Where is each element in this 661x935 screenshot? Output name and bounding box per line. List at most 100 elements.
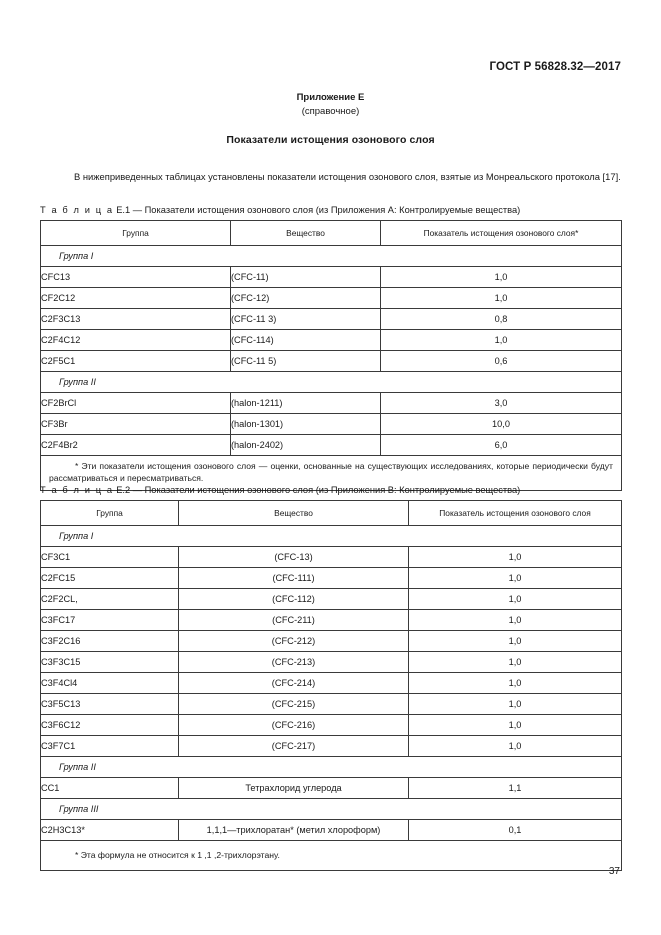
table-e2-caption-label: Т а б л и ц а — [40, 485, 114, 495]
cell-substance: (CFC-12) — [230, 287, 381, 309]
group-header-row: Группа I — [40, 245, 622, 267]
table-e2-caption: Т а б л и ц а Е.2 — Показатели истощения… — [40, 484, 621, 496]
cell-substance: (halon-1301) — [230, 413, 381, 435]
cell-substance: (CFC-211) — [178, 609, 409, 631]
cell-formula: C2H3C13* — [40, 819, 179, 841]
cell-substance: (CFC-213) — [178, 651, 409, 673]
annex-heading: Приложение Е (справочное) — [0, 91, 661, 119]
cell-formula: C3F7C1 — [40, 735, 179, 757]
cell-formula: C3F4Cl4 — [40, 672, 179, 694]
footnote-row: * Эти показатели истощения озонового сло… — [40, 455, 622, 491]
cell-odp: 1,0 — [408, 693, 622, 715]
cell-odp: 1,0 — [408, 567, 622, 589]
table-row: C3F4Cl4 (CFC-214) 1,0 — [40, 672, 622, 694]
table-e2: Группа Вещество Показатель истощения озо… — [40, 500, 622, 871]
table-row: C3F7C1 (CFC-217) 1,0 — [40, 735, 622, 757]
table-e1-col-odp: Показатель истощения озонового слоя* — [380, 220, 622, 246]
table-e1-caption-label: Т а б л и ц а — [40, 205, 114, 215]
page-title: Показатели истощения озонового слоя — [226, 134, 435, 146]
cell-substance: (CFC-11) — [230, 266, 381, 288]
cell-substance: (CFC-214) — [178, 672, 409, 694]
table-e2-col-substance: Вещество — [178, 500, 409, 526]
table-row: C3F5C13 (CFC-215) 1,0 — [40, 693, 622, 715]
table-e1-col-group: Группа — [40, 220, 231, 246]
cell-formula: C2F4Br2 — [40, 434, 231, 456]
table-row: C2F5C1 (CFC-11 5) 0,6 — [40, 350, 622, 372]
cell-formula: CFC13 — [40, 266, 231, 288]
cell-formula: CF3C1 — [40, 546, 179, 568]
group-label: Группа I — [40, 245, 622, 267]
standard-id-header: ГОСТ Р 56828.32—2017 — [489, 61, 621, 73]
cell-odp: 0,8 — [380, 308, 622, 330]
annex-title: Приложение Е — [296, 92, 365, 103]
cell-substance: (CFC-13) — [178, 546, 409, 568]
cell-formula: C3FC17 — [40, 609, 179, 631]
footnote-text: * Эти показатели истощения озонового сло… — [40, 455, 622, 491]
table-row: CFC13 (CFC-11) 1,0 — [40, 266, 622, 288]
cell-odp: 1,0 — [380, 329, 622, 351]
footnote-row: * Эта формула не относится к 1 ,1 ,2-три… — [40, 840, 622, 871]
cell-odp: 1,0 — [408, 588, 622, 610]
table-row: C2F3C13 (CFC-11 3) 0,8 — [40, 308, 622, 330]
cell-odp: 6,0 — [380, 434, 622, 456]
group-header-row: Группа II — [40, 756, 622, 778]
cell-formula: CF2C12 — [40, 287, 231, 309]
cell-substance: (CFC-112) — [178, 588, 409, 610]
table-row: C2FC15 (CFC-111) 1,0 — [40, 567, 622, 589]
group-header-row: Группа III — [40, 798, 622, 820]
cell-formula: C2FC15 — [40, 567, 179, 589]
cell-odp: 1,1 — [408, 777, 622, 799]
table-e1: Группа Вещество Показатель истощения озо… — [40, 220, 622, 491]
cell-substance: (CFC-212) — [178, 630, 409, 652]
table-row: C2F4Br2 (halon-2402) 6,0 — [40, 434, 622, 456]
group-label: Группа II — [40, 756, 622, 778]
table-row: C2F2CL, (CFC-112) 1,0 — [40, 588, 622, 610]
table-e2-caption-text: — Показатели истощения озонового слоя (и… — [132, 485, 521, 495]
table-row: C3F3C15 (CFC-213) 1,0 — [40, 651, 622, 673]
table-e1-caption: Т а б л и ц а Е.1 — Показатели истощения… — [40, 204, 621, 216]
cell-formula: C2F3C13 — [40, 308, 231, 330]
table-e2-col-odp: Показатель истощения озонового слоя — [408, 500, 622, 526]
cell-formula: CC1 — [40, 777, 179, 799]
cell-formula: CF3Br — [40, 413, 231, 435]
table-e1-caption-text: — Показатели истощения озонового слоя (и… — [132, 205, 521, 215]
cell-formula: C3F3C15 — [40, 651, 179, 673]
table-row: CF3Br (halon-1301) 10,0 — [40, 413, 622, 435]
cell-odp: 1,0 — [408, 672, 622, 694]
cell-formula: CF2BrCl — [40, 392, 231, 414]
cell-odp: 10,0 — [380, 413, 622, 435]
table-row: CC1 Тетрахлорид углерода 1,1 — [40, 777, 622, 799]
table-e2-caption-number: Е.2 — [116, 485, 131, 495]
cell-formula: C3F6C12 — [40, 714, 179, 736]
cell-substance: (halon-2402) — [230, 434, 381, 456]
cell-substance: (CFC-114) — [230, 329, 381, 351]
cell-odp: 1,0 — [408, 714, 622, 736]
cell-substance: Тетрахлорид углерода — [178, 777, 409, 799]
cell-odp: 1,0 — [408, 651, 622, 673]
table-row: C3F2C16 (CFC-212) 1,0 — [40, 630, 622, 652]
cell-substance: (halon-1211) — [230, 392, 381, 414]
cell-odp: 1,0 — [380, 266, 622, 288]
table-row: CF2C12 (CFC-12) 1,0 — [40, 287, 622, 309]
footnote-text: * Эта формула не относится к 1 ,1 ,2-три… — [40, 840, 622, 871]
table-row: CF3C1 (CFC-13) 1,0 — [40, 546, 622, 568]
cell-substance: (CFC-216) — [178, 714, 409, 736]
table-e2-col-group: Группа — [40, 500, 179, 526]
group-label: Группа I — [40, 525, 622, 547]
cell-odp: 0,6 — [380, 350, 622, 372]
table-row: C2F4C12 (CFC-114) 1,0 — [40, 329, 622, 351]
table-row: CF2BrCl (halon-1211) 3,0 — [40, 392, 622, 414]
cell-substance: (CFC-111) — [178, 567, 409, 589]
cell-odp: 1,0 — [408, 735, 622, 757]
group-header-row: Группа I — [40, 525, 622, 547]
cell-odp: 0,1 — [408, 819, 622, 841]
cell-formula: C3F2C16 — [40, 630, 179, 652]
cell-substance: (CFC-11 5) — [230, 350, 381, 372]
page-number: 37 — [608, 866, 620, 877]
cell-formula: C2F4C12 — [40, 329, 231, 351]
cell-odp: 1,0 — [408, 546, 622, 568]
table-row: C3F6C12 (CFC-216) 1,0 — [40, 714, 622, 736]
cell-formula: C2F5C1 — [40, 350, 231, 372]
cell-substance: (CFC-215) — [178, 693, 409, 715]
cell-odp: 1,0 — [380, 287, 622, 309]
